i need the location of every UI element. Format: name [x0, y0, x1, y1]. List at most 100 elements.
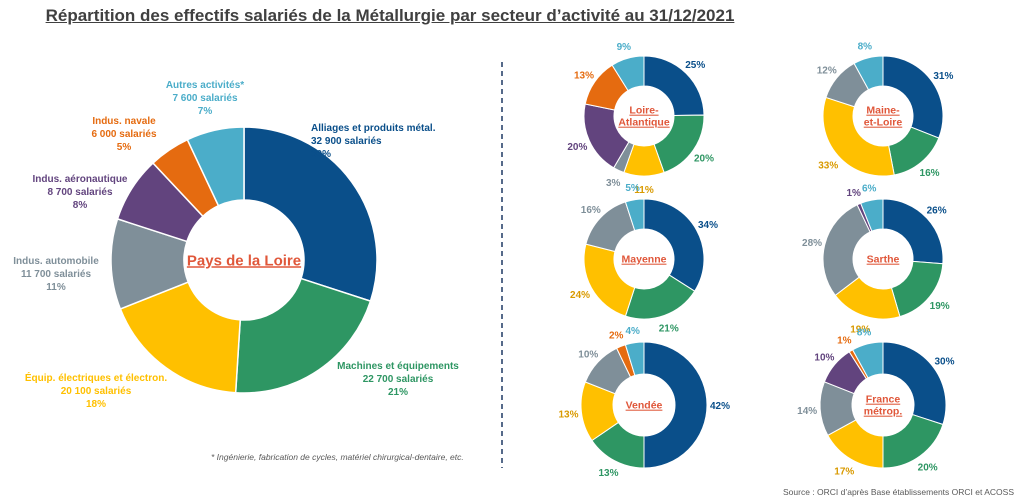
- label-name: Autres activités*: [166, 80, 244, 91]
- label-alliages: Alliages et produits métal. 32 900 salari…: [311, 123, 436, 160]
- label-name: Alliages et produits métal.: [311, 123, 436, 134]
- center-label-line: Vendée: [626, 400, 663, 412]
- label-name: Indus. automobile: [13, 256, 99, 267]
- label-percent: 7%: [198, 106, 213, 117]
- slice-autres: [860, 198, 884, 232]
- slice-alliages: [882, 198, 944, 265]
- label-aero: Indus. aéronautique 8 700 salariés 8%: [32, 174, 127, 211]
- source-note: Source : ORCI d’après Base établissement…: [782, 487, 1014, 497]
- pct-machines: 20%: [918, 462, 938, 473]
- center-label-line: Loire-: [629, 105, 659, 117]
- pct-alliages: 31%: [933, 71, 953, 82]
- pct-aero: 10%: [814, 353, 834, 364]
- center-label: Sarthe: [867, 254, 900, 266]
- donut-sarthe: 26% 19% 19% 28% 1% 6% Sarthe: [802, 183, 950, 335]
- pct-aero: 20%: [567, 142, 587, 153]
- pct-equip: 17%: [834, 466, 854, 477]
- center-label-line: France: [866, 394, 901, 406]
- pct-equip: 13%: [558, 410, 578, 421]
- slice-alliages: [882, 55, 944, 139]
- label-autres: Autres activités* 7 600 salariés 7%: [166, 80, 244, 117]
- slice-autres: [853, 55, 884, 91]
- label-percent: 5%: [117, 142, 132, 153]
- pct-machines: 20%: [694, 154, 714, 165]
- label-name: Machines et équipements: [337, 361, 459, 372]
- pct-alliages: 34%: [698, 220, 718, 231]
- pct-machines: 21%: [659, 324, 679, 335]
- pct-alliages: 25%: [685, 60, 705, 71]
- pct-autres: 6%: [862, 183, 877, 194]
- donut-vendee: 42% 13% 13% 10% 2% 4% Vendée: [558, 326, 730, 479]
- pct-autres: 4%: [625, 326, 640, 337]
- pct-auto: 10%: [578, 349, 598, 360]
- page-title: Répartition des effectifs salariés de la…: [45, 6, 735, 25]
- donut-maine-et-loire: 31% 16% 33% 12% 8% Maine-et-Loire: [817, 41, 954, 179]
- pct-navale: 2%: [609, 330, 624, 341]
- slice-machines: [234, 277, 372, 394]
- label-percent: 30%: [311, 149, 331, 160]
- center-label: Maine-et-Loire: [864, 105, 903, 129]
- donut-charts: Alliages et produits métal. 32 900 salari…: [13, 41, 954, 479]
- center-label: Pays de la Loire: [187, 252, 301, 269]
- center-label: France métrop.: [864, 394, 903, 418]
- label-salaries: 8 700 salariés: [47, 187, 112, 198]
- pct-equip: 33%: [818, 160, 838, 171]
- label-percent: 18%: [86, 399, 106, 410]
- label-salaries: 20 100 salariés: [61, 386, 132, 397]
- slice-auto: [822, 204, 871, 297]
- pct-alliages: 42%: [710, 401, 730, 412]
- center-label-line: Maine-: [866, 105, 900, 117]
- center-label: Vendée: [626, 400, 663, 412]
- pct-equip: 24%: [570, 290, 590, 301]
- pct-autres: 5%: [625, 183, 640, 194]
- pct-machines: 13%: [598, 468, 618, 479]
- center-label-line: et-Loire: [864, 117, 903, 129]
- label-salaries: 6 000 salariés: [91, 129, 156, 140]
- pct-auto: 28%: [802, 238, 822, 249]
- label-salaries: 22 700 salariés: [363, 374, 434, 385]
- pct-autres: 8%: [858, 41, 873, 52]
- label-name: Équip. électriques et électron.: [25, 371, 167, 384]
- pct-equip: 11%: [634, 185, 654, 196]
- center-label-line: métrop.: [864, 406, 903, 418]
- center-label-line: Pays de la Loire: [187, 252, 301, 269]
- pct-auto: 3%: [606, 178, 621, 189]
- slice-alliages: [643, 198, 705, 292]
- label-percent: 11%: [46, 282, 66, 293]
- center-label-line: Mayenne: [622, 254, 667, 266]
- pct-autres: 9%: [617, 42, 632, 53]
- pct-navale: 13%: [574, 70, 594, 81]
- label-navale: Indus. navale 6 000 salariés 5%: [91, 116, 156, 153]
- slice-autres: [851, 341, 884, 379]
- pct-alliages: 26%: [927, 205, 947, 216]
- label-equip: Équip. électriques et électron. 20 100 sa…: [25, 371, 167, 410]
- label-salaries: 32 900 salariés: [311, 136, 382, 147]
- pct-autres: 8%: [857, 327, 872, 338]
- slice-equip: [119, 281, 242, 394]
- label-salaries: 11 700 salariés: [21, 269, 92, 280]
- slice-autres: [611, 55, 645, 92]
- label-percent: 8%: [73, 200, 88, 211]
- footnote: * Ingénierie, fabrication de cycles, mat…: [211, 452, 464, 462]
- pct-auto: 12%: [817, 65, 837, 76]
- pct-aero: 1%: [847, 188, 862, 199]
- center-label-line: Sarthe: [867, 254, 900, 266]
- label-percent: 21%: [388, 387, 408, 398]
- pct-alliages: 30%: [934, 356, 954, 367]
- pct-equip: 19%: [850, 324, 870, 335]
- label-auto: Indus. automobile 11 700 salariés 11%: [13, 256, 99, 293]
- pct-machines: 19%: [930, 301, 950, 312]
- slice-autres: [624, 341, 645, 377]
- label-name: Indus. navale: [92, 116, 156, 127]
- slice-equip: [822, 96, 895, 177]
- pct-navale: 1%: [837, 336, 852, 347]
- slice-autres: [186, 126, 245, 207]
- label-salaries: 7 600 salariés: [172, 93, 237, 104]
- slice-alliages: [243, 126, 378, 303]
- donut-france-metrop: 30% 20% 17% 14% 10%1% 8% France métrop.: [797, 327, 954, 477]
- pct-auto: 14%: [797, 406, 817, 417]
- donut-loire-atlantique: 25% 20% 11% 3% 20% 13% 9% Loire-Atlantique: [567, 42, 714, 196]
- center-label-line: Atlantique: [618, 117, 669, 129]
- slice-equip: [583, 243, 636, 317]
